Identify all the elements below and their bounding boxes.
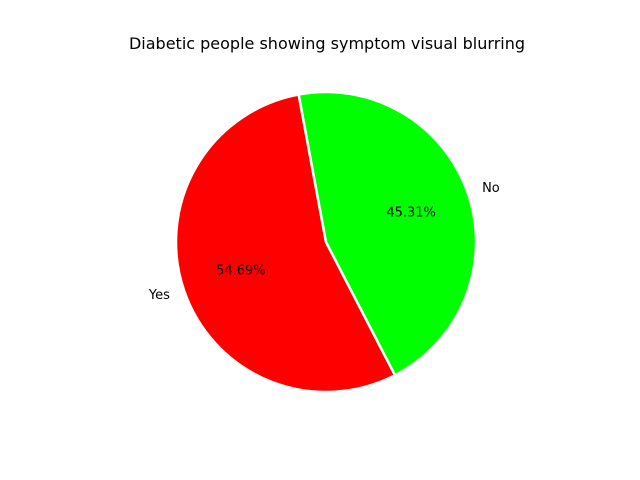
pie-slices [174, 90, 478, 394]
pie-slice-no [297, 90, 478, 377]
slice-label-no: No [482, 181, 500, 196]
chart-title: Diabetic people showing symptom visual b… [129, 34, 525, 53]
slice-label-yes: Yes [148, 288, 170, 303]
percent-label-no: 45.31% [386, 205, 436, 220]
percent-label-yes: 54.69% [216, 264, 266, 279]
pie-slice-yes [174, 93, 397, 394]
pie-labels: Yes 54.69% No 45.31% [148, 181, 500, 303]
